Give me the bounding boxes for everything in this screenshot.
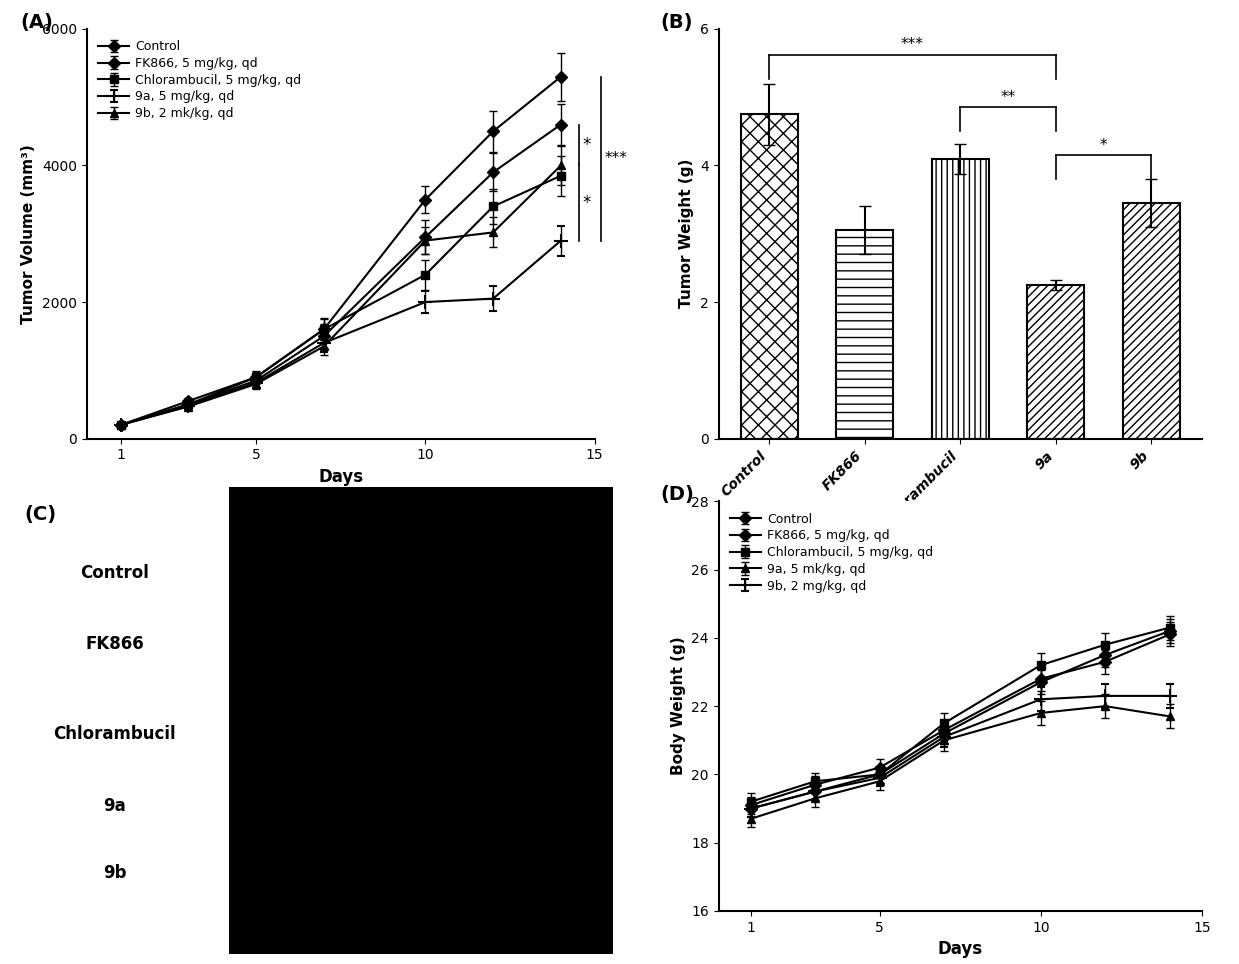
Bar (836, 230, 893, 439)
Bar (741, 115, 798, 439)
Legend: Control, FK866, 5 mg/kg, qd, Chlorambucil, 5 mg/kg, qd, 9a, 5 mg/kg, qd, 9b, 2 m: Control, FK866, 5 mg/kg, qd, Chlorambuci… (93, 35, 306, 125)
Text: ***: *** (901, 38, 924, 52)
X-axis label: Days: Days (318, 468, 363, 486)
Text: *: * (582, 136, 591, 154)
Text: *: * (1100, 138, 1108, 152)
X-axis label: Days: Days (938, 940, 983, 958)
Legend: Control, FK866, 5 mg/kg, qd, Chlorambucil, 5 mg/kg, qd, 9a, 5 mk/kg, qd, 9b, 2 m: Control, FK866, 5 mg/kg, qd, Chlorambuci… (725, 507, 938, 598)
Text: Chlorambucil: Chlorambucil (53, 725, 176, 743)
Text: **: ** (1000, 90, 1016, 105)
Text: Control: Control (81, 564, 149, 581)
Bar (932, 159, 989, 439)
Bar (1027, 285, 1084, 439)
Text: (C): (C) (25, 505, 57, 524)
Y-axis label: Body Weight (g): Body Weight (g) (670, 637, 685, 775)
Text: (B): (B) (660, 13, 693, 32)
Y-axis label: Tumor Weight (g): Tumor Weight (g) (679, 159, 695, 308)
Text: 9a: 9a (103, 797, 126, 815)
Text: 9b: 9b (103, 864, 126, 882)
Y-axis label: Tumor Volume (mm³): Tumor Volume (mm³) (21, 144, 36, 324)
Text: ***: *** (605, 151, 627, 166)
Bar (229, 488, 613, 953)
Bar (1123, 203, 1180, 439)
Text: (D): (D) (660, 485, 695, 504)
Text: (A): (A) (21, 13, 53, 32)
Text: *: * (582, 194, 591, 212)
Text: FK866: FK866 (85, 635, 144, 654)
